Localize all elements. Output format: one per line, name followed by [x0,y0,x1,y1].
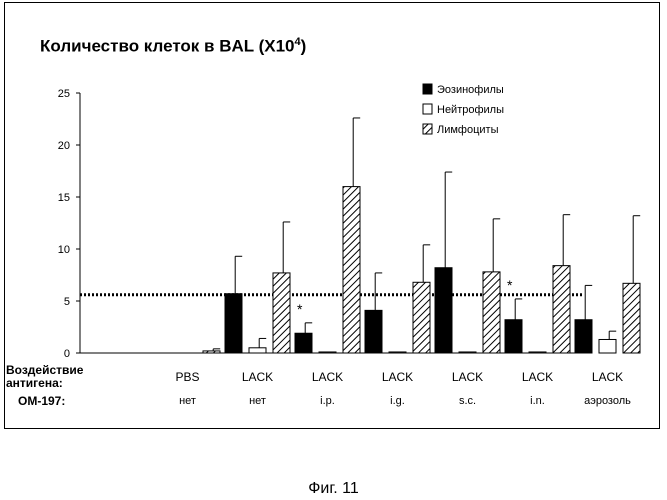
x-category-label: LACK [382,370,413,384]
bar-hatched [483,272,500,353]
bar-open [529,352,546,353]
y-tick-label: 25 [58,88,70,100]
legend-swatch-hatched [423,124,432,134]
legend-swatch-open [423,104,432,114]
bar-open [389,352,406,353]
y-tick-label: 10 [58,244,70,256]
x-category-label: LACK [452,370,483,384]
figure-caption: Фиг. 11 [0,480,667,498]
bar-open [319,352,336,353]
significance-mark: * [297,301,303,317]
bar-hatched [413,282,430,353]
bar-solid [575,320,592,353]
x-category-label: LACK [312,370,343,384]
om197-row-label: ОМ-197: [18,395,65,408]
exposure-row-label-line2: антигена: [6,377,83,390]
legend-label: Эозинофилы [437,84,504,96]
x-category-sublabel: i.g. [390,395,405,407]
y-tick-label: 0 [64,348,70,360]
y-tick-label: 15 [58,192,70,204]
bar-solid [225,294,242,353]
bar-solid [365,310,382,353]
bar-hatched [273,273,290,353]
legend-swatch-solid [423,84,432,94]
x-category-label: LACK [242,370,273,384]
x-category-sublabel: нет [249,395,266,407]
x-category-label: PBS [175,370,199,384]
x-category-sublabel: i.p. [320,395,335,407]
y-tick-label: 5 [64,296,70,308]
bar-solid [295,333,312,353]
bar-chart: 0 5 10 15 20 25 * * Эозинофилы Нейтрофилы Лимфоц… [0,0,667,440]
bar-hatched [553,266,570,353]
bar-open [459,352,476,353]
x-category-sublabel: i.n. [530,395,545,407]
exposure-row-label: Воздействие антигена: [6,364,83,390]
x-category-label: LACK [592,370,623,384]
bar-hatched [623,283,640,353]
bar-solid [435,268,452,353]
bar-solid [505,320,522,353]
bar-open [249,348,266,353]
x-category-sublabel: s.c. [459,395,476,407]
x-category-label: LACK [522,370,553,384]
bar-hatched [203,351,220,353]
legend-label: Лимфоциты [437,124,499,136]
x-category-sublabel: аэрозоль [584,395,631,407]
bar-hatched [343,187,360,353]
significance-mark: * [507,277,513,293]
y-tick-label: 20 [58,140,70,152]
bar-open [599,339,616,353]
legend-label: Нейтрофилы [437,104,504,116]
x-category-sublabel: нет [179,395,196,407]
